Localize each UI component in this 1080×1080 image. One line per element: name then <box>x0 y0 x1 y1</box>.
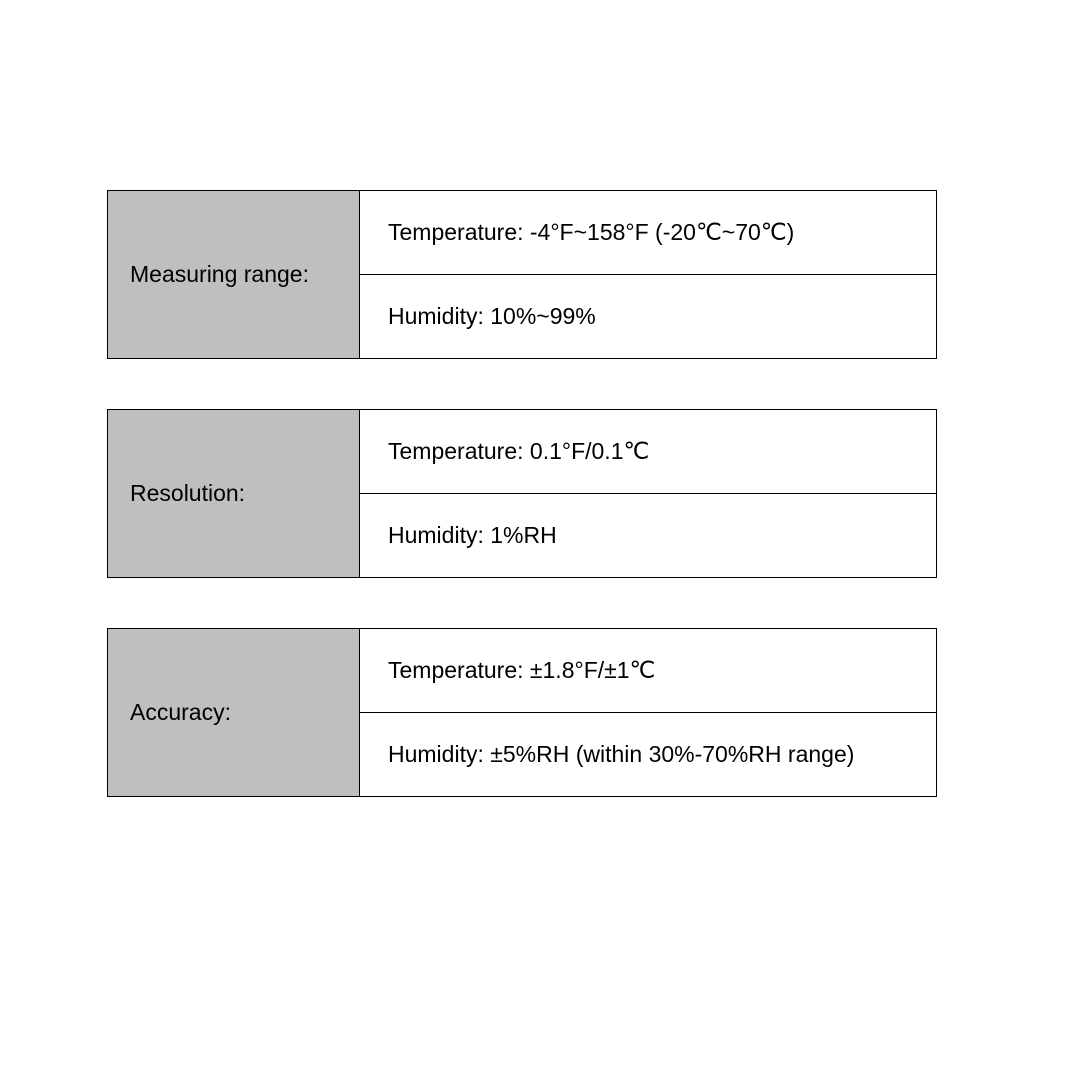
spec-label: Accuracy: <box>108 629 360 797</box>
table-row: Resolution: Temperature: 0.1°F/0.1℃ <box>108 410 937 494</box>
spec-label: Resolution: <box>108 410 360 578</box>
spec-value: Temperature: -4°F~158°F (-20℃~70℃) <box>360 191 937 275</box>
spec-value: Temperature: ±1.8°F/±1℃ <box>360 629 937 713</box>
table-row: Accuracy: Temperature: ±1.8°F/±1℃ <box>108 629 937 713</box>
accuracy-table: Accuracy: Temperature: ±1.8°F/±1℃ Humidi… <box>107 628 937 797</box>
measuring-range-table: Measuring range: Temperature: -4°F~158°F… <box>107 190 937 359</box>
spec-value: Humidity: 10%~99% <box>360 275 937 359</box>
spec-label: Measuring range: <box>108 191 360 359</box>
resolution-table: Resolution: Temperature: 0.1°F/0.1℃ Humi… <box>107 409 937 578</box>
spec-value: Humidity: ±5%RH (within 30%-70%RH range) <box>360 713 937 797</box>
table-row: Measuring range: Temperature: -4°F~158°F… <box>108 191 937 275</box>
spec-value: Temperature: 0.1°F/0.1℃ <box>360 410 937 494</box>
spec-value: Humidity: 1%RH <box>360 494 937 578</box>
